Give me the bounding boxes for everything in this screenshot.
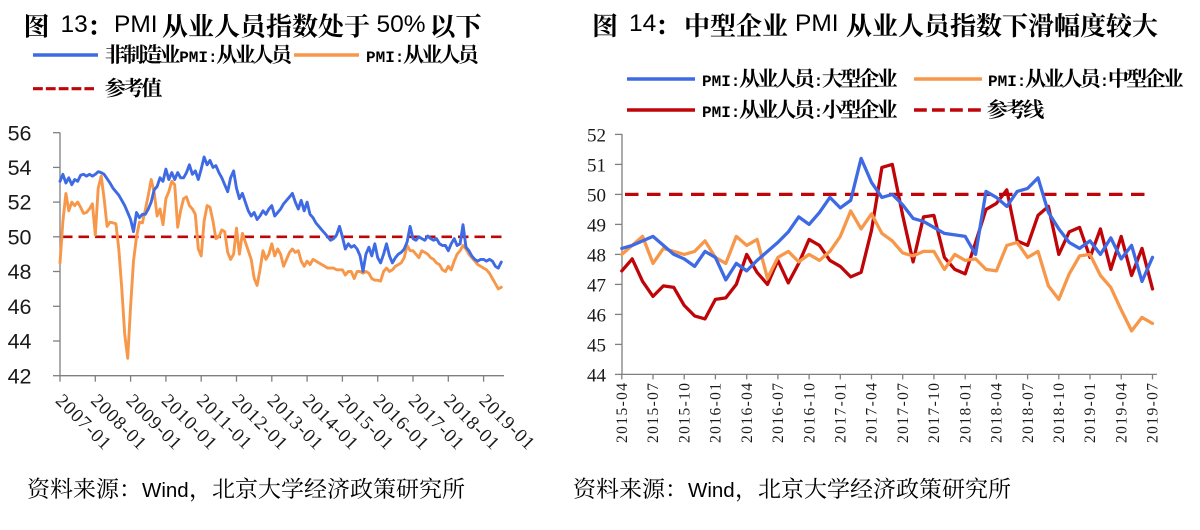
svg-text:PMI:: PMI: <box>366 49 404 67</box>
svg-text:13: 13 <box>61 11 88 38</box>
svg-text:44: 44 <box>587 365 607 386</box>
svg-text:54: 54 <box>8 156 32 180</box>
svg-text:2019-07: 2019-07 <box>1145 382 1162 443</box>
svg-text:2019-01: 2019-01 <box>1082 382 1099 443</box>
svg-text::: : <box>1100 73 1110 91</box>
svg-text::: : <box>814 104 824 122</box>
svg-text:50: 50 <box>8 225 32 249</box>
svg-text:51: 51 <box>587 155 606 176</box>
svg-text:2015-10: 2015-10 <box>676 382 693 443</box>
svg-text:2015-04: 2015-04 <box>614 382 631 443</box>
svg-text:42: 42 <box>8 364 32 388</box>
svg-text:2019-04: 2019-04 <box>1113 382 1130 443</box>
svg-text:2017-04: 2017-04 <box>864 382 881 443</box>
svg-text:2017-10: 2017-10 <box>926 382 943 443</box>
svg-text:50: 50 <box>587 185 606 206</box>
svg-text:52: 52 <box>587 125 606 146</box>
svg-text:2016-04: 2016-04 <box>739 382 756 443</box>
svg-text:50%: 50% <box>377 11 426 38</box>
svg-text:14: 14 <box>629 10 656 37</box>
svg-text:48: 48 <box>8 260 32 284</box>
svg-text:PMI: PMI <box>114 11 158 38</box>
svg-text:56: 56 <box>8 121 32 145</box>
svg-text:2016-07: 2016-07 <box>770 382 787 443</box>
svg-text:2018-07: 2018-07 <box>1020 382 1037 443</box>
svg-text:52: 52 <box>8 191 32 215</box>
svg-text:PMI:: PMI: <box>179 49 217 67</box>
svg-text:Wind: Wind <box>688 479 735 502</box>
svg-text:49: 49 <box>587 215 606 236</box>
svg-text:45: 45 <box>587 335 606 356</box>
svg-text:47: 47 <box>587 275 606 296</box>
svg-text:46: 46 <box>8 295 32 319</box>
svg-text:Wind: Wind <box>142 479 189 502</box>
svg-text:2017-07: 2017-07 <box>895 382 912 443</box>
svg-text:PMI:: PMI: <box>702 73 740 91</box>
svg-text:2017-01: 2017-01 <box>833 382 850 443</box>
svg-text:PMI:: PMI: <box>702 104 740 122</box>
svg-text:PMI:: PMI: <box>988 73 1026 91</box>
svg-text:2015-07: 2015-07 <box>645 382 662 443</box>
svg-text:46: 46 <box>587 305 606 326</box>
svg-text:2018-01: 2018-01 <box>957 382 974 443</box>
svg-text:2016-01: 2016-01 <box>708 382 725 443</box>
svg-text:2018-10: 2018-10 <box>1051 382 1068 443</box>
svg-text:48: 48 <box>587 245 606 266</box>
svg-text:2016-10: 2016-10 <box>801 382 818 443</box>
svg-text:44: 44 <box>8 330 32 354</box>
svg-text:2018-04: 2018-04 <box>989 382 1006 443</box>
svg-text:PMI: PMI <box>795 10 839 37</box>
svg-text::: : <box>814 73 824 91</box>
